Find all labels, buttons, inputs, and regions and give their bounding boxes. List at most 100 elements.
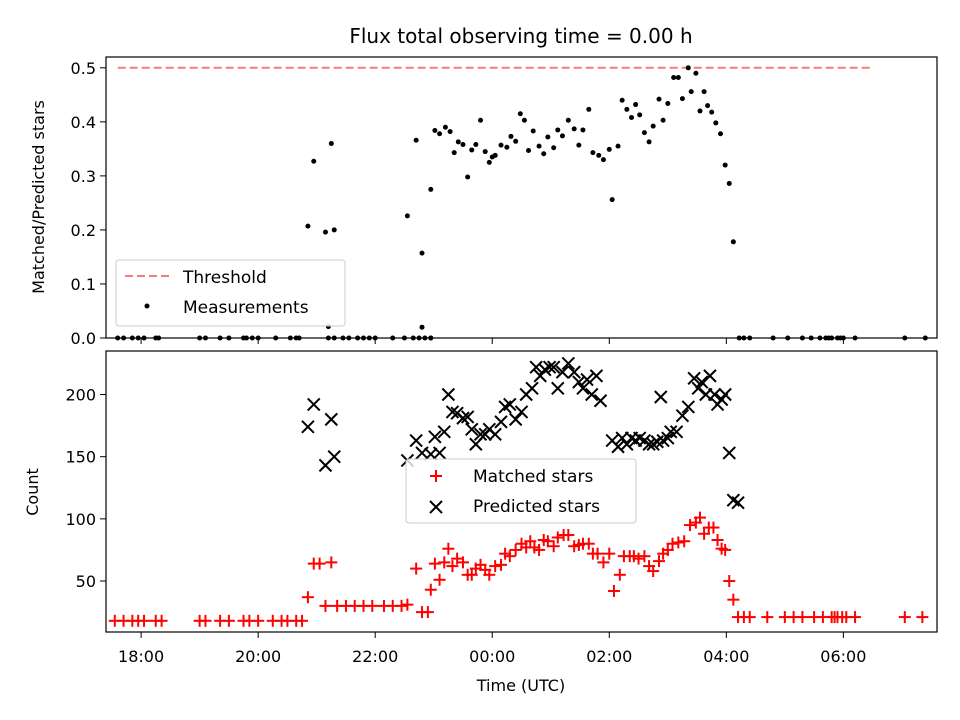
- measurement-point: [517, 111, 523, 117]
- measurement-point: [513, 138, 519, 144]
- predicted-star-point: [664, 425, 678, 439]
- bottom-axes-frame: [105, 350, 938, 633]
- matched-star-point: [678, 535, 691, 548]
- matched-star-point: [711, 533, 724, 546]
- predicted-star-point: [687, 371, 701, 386]
- x-tick-label: 20:00: [235, 647, 281, 666]
- legend-measurements-label: Measurements: [183, 298, 309, 318]
- predicted-star-point: [441, 387, 456, 402]
- predicted-star-point: [681, 400, 695, 414]
- x-tick-label: 04:00: [703, 647, 749, 666]
- measurement-point: [305, 223, 311, 229]
- chart-title: Flux total observing time = 0.00 h: [349, 24, 692, 48]
- matched-star-point: [547, 540, 560, 553]
- measurement-point: [717, 131, 723, 137]
- predicted-star-point: [675, 408, 690, 423]
- legend-predicted-swatch: [429, 500, 443, 514]
- measurement-point: [697, 108, 703, 114]
- bottom-y-tick-label: 100: [65, 510, 96, 529]
- predicted-star-point: [488, 427, 502, 442]
- measurement-point: [465, 174, 471, 180]
- predicted-star-point: [695, 375, 709, 389]
- measurement-point: [596, 152, 602, 158]
- matched-star-point: [597, 556, 610, 569]
- predicted-star-point: [576, 381, 590, 396]
- top-y-tick-label: 0.4: [71, 113, 96, 132]
- matched-star-point: [199, 614, 212, 627]
- measurement-point: [730, 239, 736, 245]
- measurement-point: [428, 186, 434, 192]
- predicted-star-point: [718, 387, 732, 402]
- predicted-star-point: [428, 430, 442, 444]
- matched-star-point: [428, 557, 441, 570]
- measurement-point: [419, 324, 425, 330]
- measurement-point: [482, 149, 488, 155]
- predicted-star-point: [580, 372, 594, 387]
- predicted-star-point: [508, 412, 523, 427]
- matched-star-point: [723, 575, 736, 588]
- predicted-star-point: [620, 437, 634, 451]
- predicted-star-point: [589, 369, 604, 383]
- measurement-point: [521, 117, 527, 123]
- predicted-star-point: [669, 425, 684, 439]
- matched-star-point: [483, 568, 496, 581]
- measurement-point: [555, 127, 561, 133]
- predicted-star-point: [327, 449, 341, 464]
- matched-star-point: [607, 584, 620, 597]
- matched-star-point: [313, 557, 326, 570]
- matched-star-point: [446, 560, 459, 573]
- measurement-point: [432, 127, 438, 133]
- predicted-star-point: [542, 360, 557, 374]
- matched-star-point: [698, 527, 711, 540]
- predicted-star-point: [324, 412, 339, 427]
- legend-matched-swatch: [430, 470, 442, 482]
- matched-star-point: [898, 611, 911, 624]
- legend-measurements-swatch: [144, 303, 150, 309]
- x-tick-label: 00:00: [469, 647, 515, 666]
- predicted-star-point: [567, 365, 581, 379]
- predicted-star-point: [646, 437, 660, 451]
- x-tick-label: 18:00: [118, 647, 164, 666]
- measurement-point: [693, 70, 699, 76]
- measurement-point: [571, 126, 577, 132]
- matched-star-point: [591, 547, 604, 560]
- matched-star-point: [849, 611, 862, 624]
- measurement-point: [451, 150, 457, 156]
- predicted-star-point: [514, 405, 529, 419]
- measurement-point: [486, 159, 492, 165]
- x-tick-label: 06:00: [820, 647, 866, 666]
- measurement-point: [726, 180, 732, 186]
- measurement-point: [478, 117, 484, 123]
- top-y-tick-label: 0.1: [71, 275, 96, 294]
- measurement-point: [536, 143, 542, 149]
- predicted-star-point: [529, 360, 543, 374]
- matched-star-point: [693, 511, 706, 524]
- x-tick-label: 02:00: [586, 647, 632, 666]
- predicted-star-point: [473, 427, 488, 442]
- matched-star-point: [301, 591, 314, 604]
- matched-star-point: [433, 573, 446, 586]
- top-y-tick-label: 0.2: [71, 221, 96, 240]
- measurement-point: [437, 131, 443, 137]
- matched-star-point: [252, 614, 265, 627]
- top-y-tick-label: 0.0: [71, 329, 96, 348]
- measurement-point: [576, 142, 582, 148]
- predicted-star-point: [707, 387, 722, 402]
- measurement-point: [709, 109, 715, 115]
- predicted-star-point: [703, 369, 717, 383]
- predicted-star-point: [409, 433, 423, 448]
- matched-star-point: [438, 556, 451, 569]
- predicted-star-point: [722, 446, 736, 460]
- measurement-point: [311, 158, 317, 164]
- bottom-y-tick-label: 200: [65, 386, 96, 405]
- matched-star-point: [395, 599, 408, 612]
- predicted-star-point: [572, 375, 586, 389]
- matched-star-point: [495, 558, 508, 571]
- measurement-point: [615, 143, 621, 149]
- measurement-point: [508, 133, 514, 139]
- matched-star-point: [465, 568, 478, 581]
- measurement-point: [606, 146, 612, 152]
- measurement-point: [624, 106, 630, 112]
